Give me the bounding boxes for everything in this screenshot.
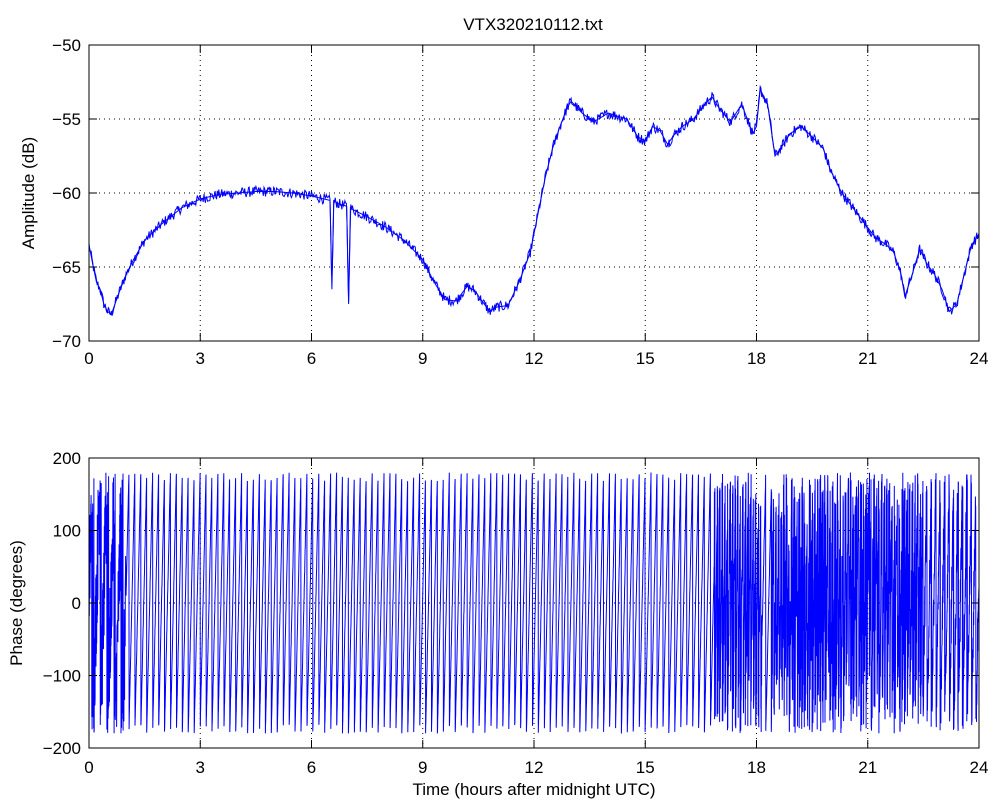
x-tick-label: 12: [525, 349, 544, 368]
amplitude-trend-line: [89, 87, 979, 316]
x-axis-title: Time (hours after midnight UTC): [412, 780, 655, 799]
y-axis-title: Amplitude (dB): [19, 137, 38, 249]
x-tick-label: 15: [636, 758, 655, 777]
y-tick-label: −100: [43, 667, 81, 686]
x-tick-label: 9: [418, 349, 427, 368]
x-tick-label: 21: [858, 349, 877, 368]
y-tick-label: 0: [72, 594, 81, 613]
x-tick-label: 3: [196, 758, 205, 777]
x-tick-label: 6: [307, 758, 316, 777]
y-tick-label: −70: [52, 332, 81, 351]
y-tick-label: 100: [53, 522, 81, 541]
x-tick-label: 24: [970, 349, 989, 368]
y-tick-label: −200: [43, 739, 81, 758]
y-tick-label: 200: [53, 449, 81, 468]
plot-title: VTX320210112.txt: [463, 15, 603, 34]
x-tick-label: 18: [747, 758, 766, 777]
x-tick-label: 3: [196, 349, 205, 368]
y-axis-title: Phase (degrees): [7, 540, 26, 666]
x-tick-label: 15: [636, 349, 655, 368]
x-tick-label: 21: [858, 758, 877, 777]
x-tick-label: 24: [970, 758, 989, 777]
phase-panel: 0 3 6 9 12 15 18 21 24 −200 −100 0 100 200 Phase (degr…: [7, 449, 988, 799]
amplitude-panel: 0 3 6 9 12 15 18 21 24 −70 −65 −60 −55 −50 Amplitude (…: [19, 36, 988, 368]
phase-series-line: [89, 472, 979, 734]
y-tick-label: −55: [52, 110, 81, 129]
x-tick-label: 9: [418, 758, 427, 777]
y-tick-label: −60: [52, 184, 81, 203]
amplitude-series-line: [89, 84, 979, 316]
y-tick-label: −65: [52, 258, 81, 277]
x-tick-label: 0: [84, 758, 93, 777]
y-tick-label: −50: [52, 36, 81, 55]
x-tick-label: 18: [747, 349, 766, 368]
x-tick-label: 6: [307, 349, 316, 368]
x-tick-label: 12: [525, 758, 544, 777]
x-tick-label: 0: [84, 349, 93, 368]
